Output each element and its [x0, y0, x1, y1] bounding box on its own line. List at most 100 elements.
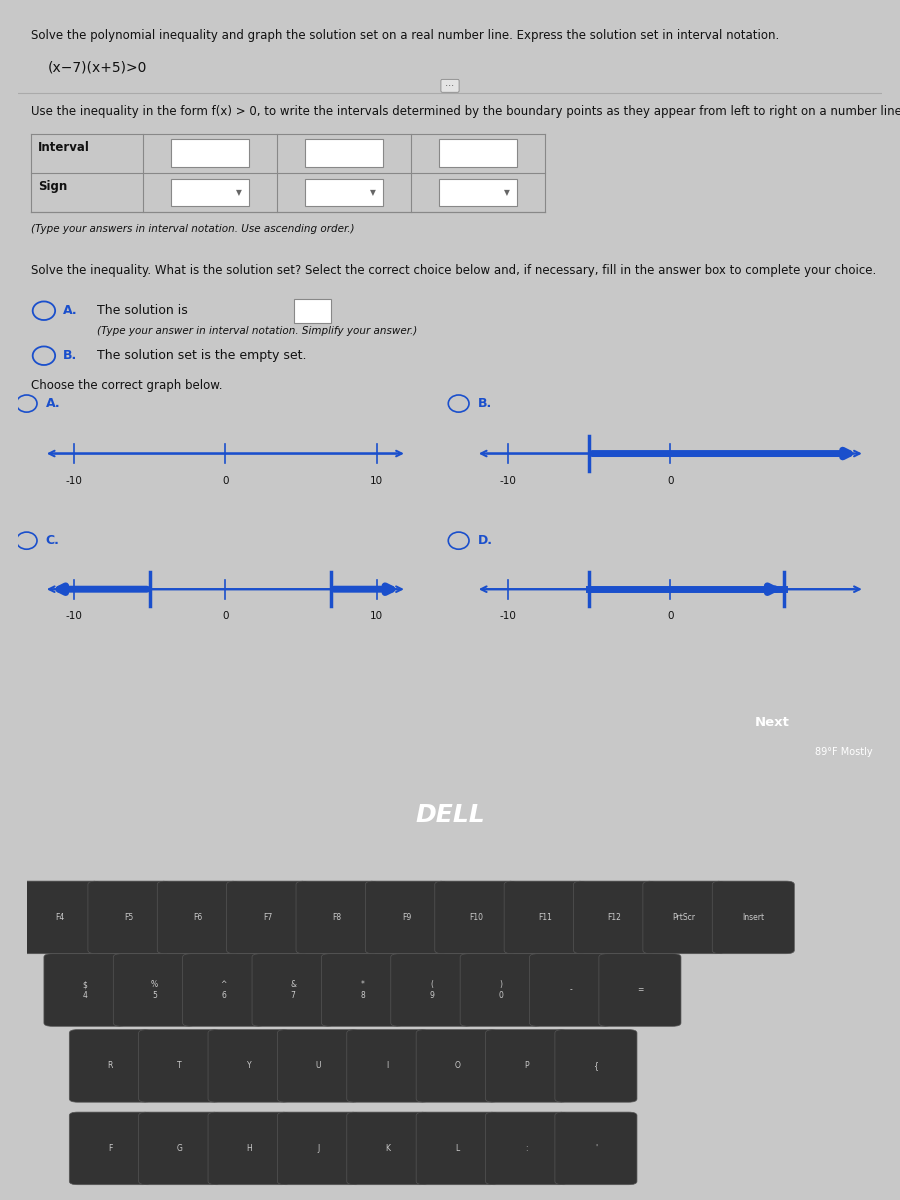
Text: F11: F11	[538, 913, 552, 922]
Text: {: {	[593, 1061, 598, 1070]
Text: :: :	[526, 1144, 527, 1153]
Text: O: O	[454, 1061, 460, 1070]
FancyBboxPatch shape	[504, 881, 586, 954]
FancyBboxPatch shape	[529, 954, 612, 1026]
FancyBboxPatch shape	[171, 179, 249, 205]
FancyBboxPatch shape	[277, 1112, 359, 1184]
Text: R: R	[108, 1061, 113, 1070]
Text: =: =	[636, 985, 644, 995]
Text: Next: Next	[754, 716, 789, 728]
Text: F9: F9	[401, 913, 411, 922]
FancyBboxPatch shape	[485, 1030, 568, 1102]
Text: DELL: DELL	[415, 803, 485, 827]
FancyBboxPatch shape	[88, 881, 170, 954]
Text: 89°F Mostly: 89°F Mostly	[815, 746, 873, 757]
Text: B.: B.	[63, 349, 77, 362]
FancyBboxPatch shape	[113, 954, 195, 1026]
Text: Solve the polynomial inequality and graph the solution set on a real number line: Solve the polynomial inequality and grap…	[31, 29, 779, 42]
FancyBboxPatch shape	[555, 1030, 637, 1102]
FancyBboxPatch shape	[227, 881, 309, 954]
Text: ': '	[595, 1144, 597, 1153]
Text: F12: F12	[608, 913, 622, 922]
FancyBboxPatch shape	[139, 1030, 220, 1102]
Text: Use the inequality in the form f(x) > 0, to write the intervals determined by th: Use the inequality in the form f(x) > 0,…	[31, 106, 900, 118]
Text: I: I	[387, 1061, 389, 1070]
FancyBboxPatch shape	[208, 1112, 290, 1184]
Text: *
8: * 8	[360, 980, 364, 1000]
FancyBboxPatch shape	[305, 139, 383, 167]
Text: J: J	[318, 1144, 320, 1153]
Text: (
9: ( 9	[429, 980, 434, 1000]
FancyBboxPatch shape	[44, 954, 126, 1026]
Text: U: U	[316, 1061, 321, 1070]
FancyBboxPatch shape	[555, 1112, 637, 1184]
FancyBboxPatch shape	[391, 954, 473, 1026]
FancyBboxPatch shape	[158, 881, 239, 954]
FancyBboxPatch shape	[439, 139, 517, 167]
Text: -: -	[569, 985, 572, 995]
Text: ^
6: ^ 6	[220, 980, 227, 1000]
FancyBboxPatch shape	[305, 179, 383, 205]
FancyBboxPatch shape	[69, 1112, 151, 1184]
Text: B.: B.	[478, 397, 492, 410]
Text: (Type your answers in interval notation. Use ascending order.): (Type your answers in interval notation.…	[31, 223, 355, 234]
Text: Insert: Insert	[742, 913, 764, 922]
FancyBboxPatch shape	[439, 179, 517, 205]
Text: &
7: & 7	[290, 980, 296, 1000]
Text: Interval: Interval	[38, 140, 90, 154]
Text: F6: F6	[194, 913, 202, 922]
Text: F8: F8	[332, 913, 342, 922]
FancyBboxPatch shape	[277, 1030, 359, 1102]
Text: F4: F4	[55, 913, 64, 922]
FancyBboxPatch shape	[294, 299, 331, 323]
Text: Sign: Sign	[38, 180, 68, 193]
Text: L: L	[455, 1144, 459, 1153]
Text: C.: C.	[46, 534, 59, 547]
FancyBboxPatch shape	[208, 1030, 290, 1102]
FancyBboxPatch shape	[598, 954, 681, 1026]
Text: F: F	[108, 1144, 112, 1153]
Text: T: T	[177, 1061, 182, 1070]
FancyBboxPatch shape	[321, 954, 403, 1026]
FancyBboxPatch shape	[460, 954, 542, 1026]
FancyBboxPatch shape	[416, 1112, 499, 1184]
Text: F5: F5	[124, 913, 133, 922]
Text: ···: ···	[443, 80, 457, 91]
Text: ▼: ▼	[237, 187, 242, 197]
FancyBboxPatch shape	[252, 954, 334, 1026]
Text: (x−7)(x+5)>0: (x−7)(x+5)>0	[49, 61, 148, 74]
FancyBboxPatch shape	[296, 881, 378, 954]
Text: K: K	[385, 1144, 391, 1153]
Text: D.: D.	[478, 534, 492, 547]
Text: %
5: % 5	[151, 980, 158, 1000]
Text: The solution set is the empty set.: The solution set is the empty set.	[97, 349, 307, 362]
FancyBboxPatch shape	[346, 1030, 428, 1102]
Text: $
4: $ 4	[83, 980, 87, 1000]
FancyBboxPatch shape	[183, 954, 265, 1026]
FancyBboxPatch shape	[69, 1030, 151, 1102]
Text: PrtScr: PrtScr	[672, 913, 696, 922]
FancyBboxPatch shape	[643, 881, 725, 954]
FancyBboxPatch shape	[435, 881, 517, 954]
Text: P: P	[525, 1061, 529, 1070]
Text: G: G	[176, 1144, 183, 1153]
Text: F10: F10	[469, 913, 482, 922]
Text: )
0: ) 0	[499, 980, 504, 1000]
Text: Y: Y	[247, 1061, 251, 1070]
FancyBboxPatch shape	[573, 881, 655, 954]
Text: H: H	[247, 1144, 252, 1153]
Text: Solve the inequality. What is the solution set? Select the correct choice below : Solve the inequality. What is the soluti…	[31, 264, 877, 277]
Text: ▼: ▼	[370, 187, 376, 197]
FancyBboxPatch shape	[139, 1112, 220, 1184]
Text: ▼: ▼	[504, 187, 510, 197]
Text: A.: A.	[63, 305, 77, 317]
FancyBboxPatch shape	[365, 881, 447, 954]
FancyBboxPatch shape	[171, 139, 249, 167]
Text: (Type your answer in interval notation. Simplify your answer.): (Type your answer in interval notation. …	[97, 326, 418, 336]
Text: Choose the correct graph below.: Choose the correct graph below.	[31, 378, 222, 391]
FancyBboxPatch shape	[485, 1112, 568, 1184]
Text: The solution is: The solution is	[97, 305, 188, 317]
FancyBboxPatch shape	[19, 881, 101, 954]
Text: A.: A.	[46, 397, 60, 410]
FancyBboxPatch shape	[712, 881, 795, 954]
